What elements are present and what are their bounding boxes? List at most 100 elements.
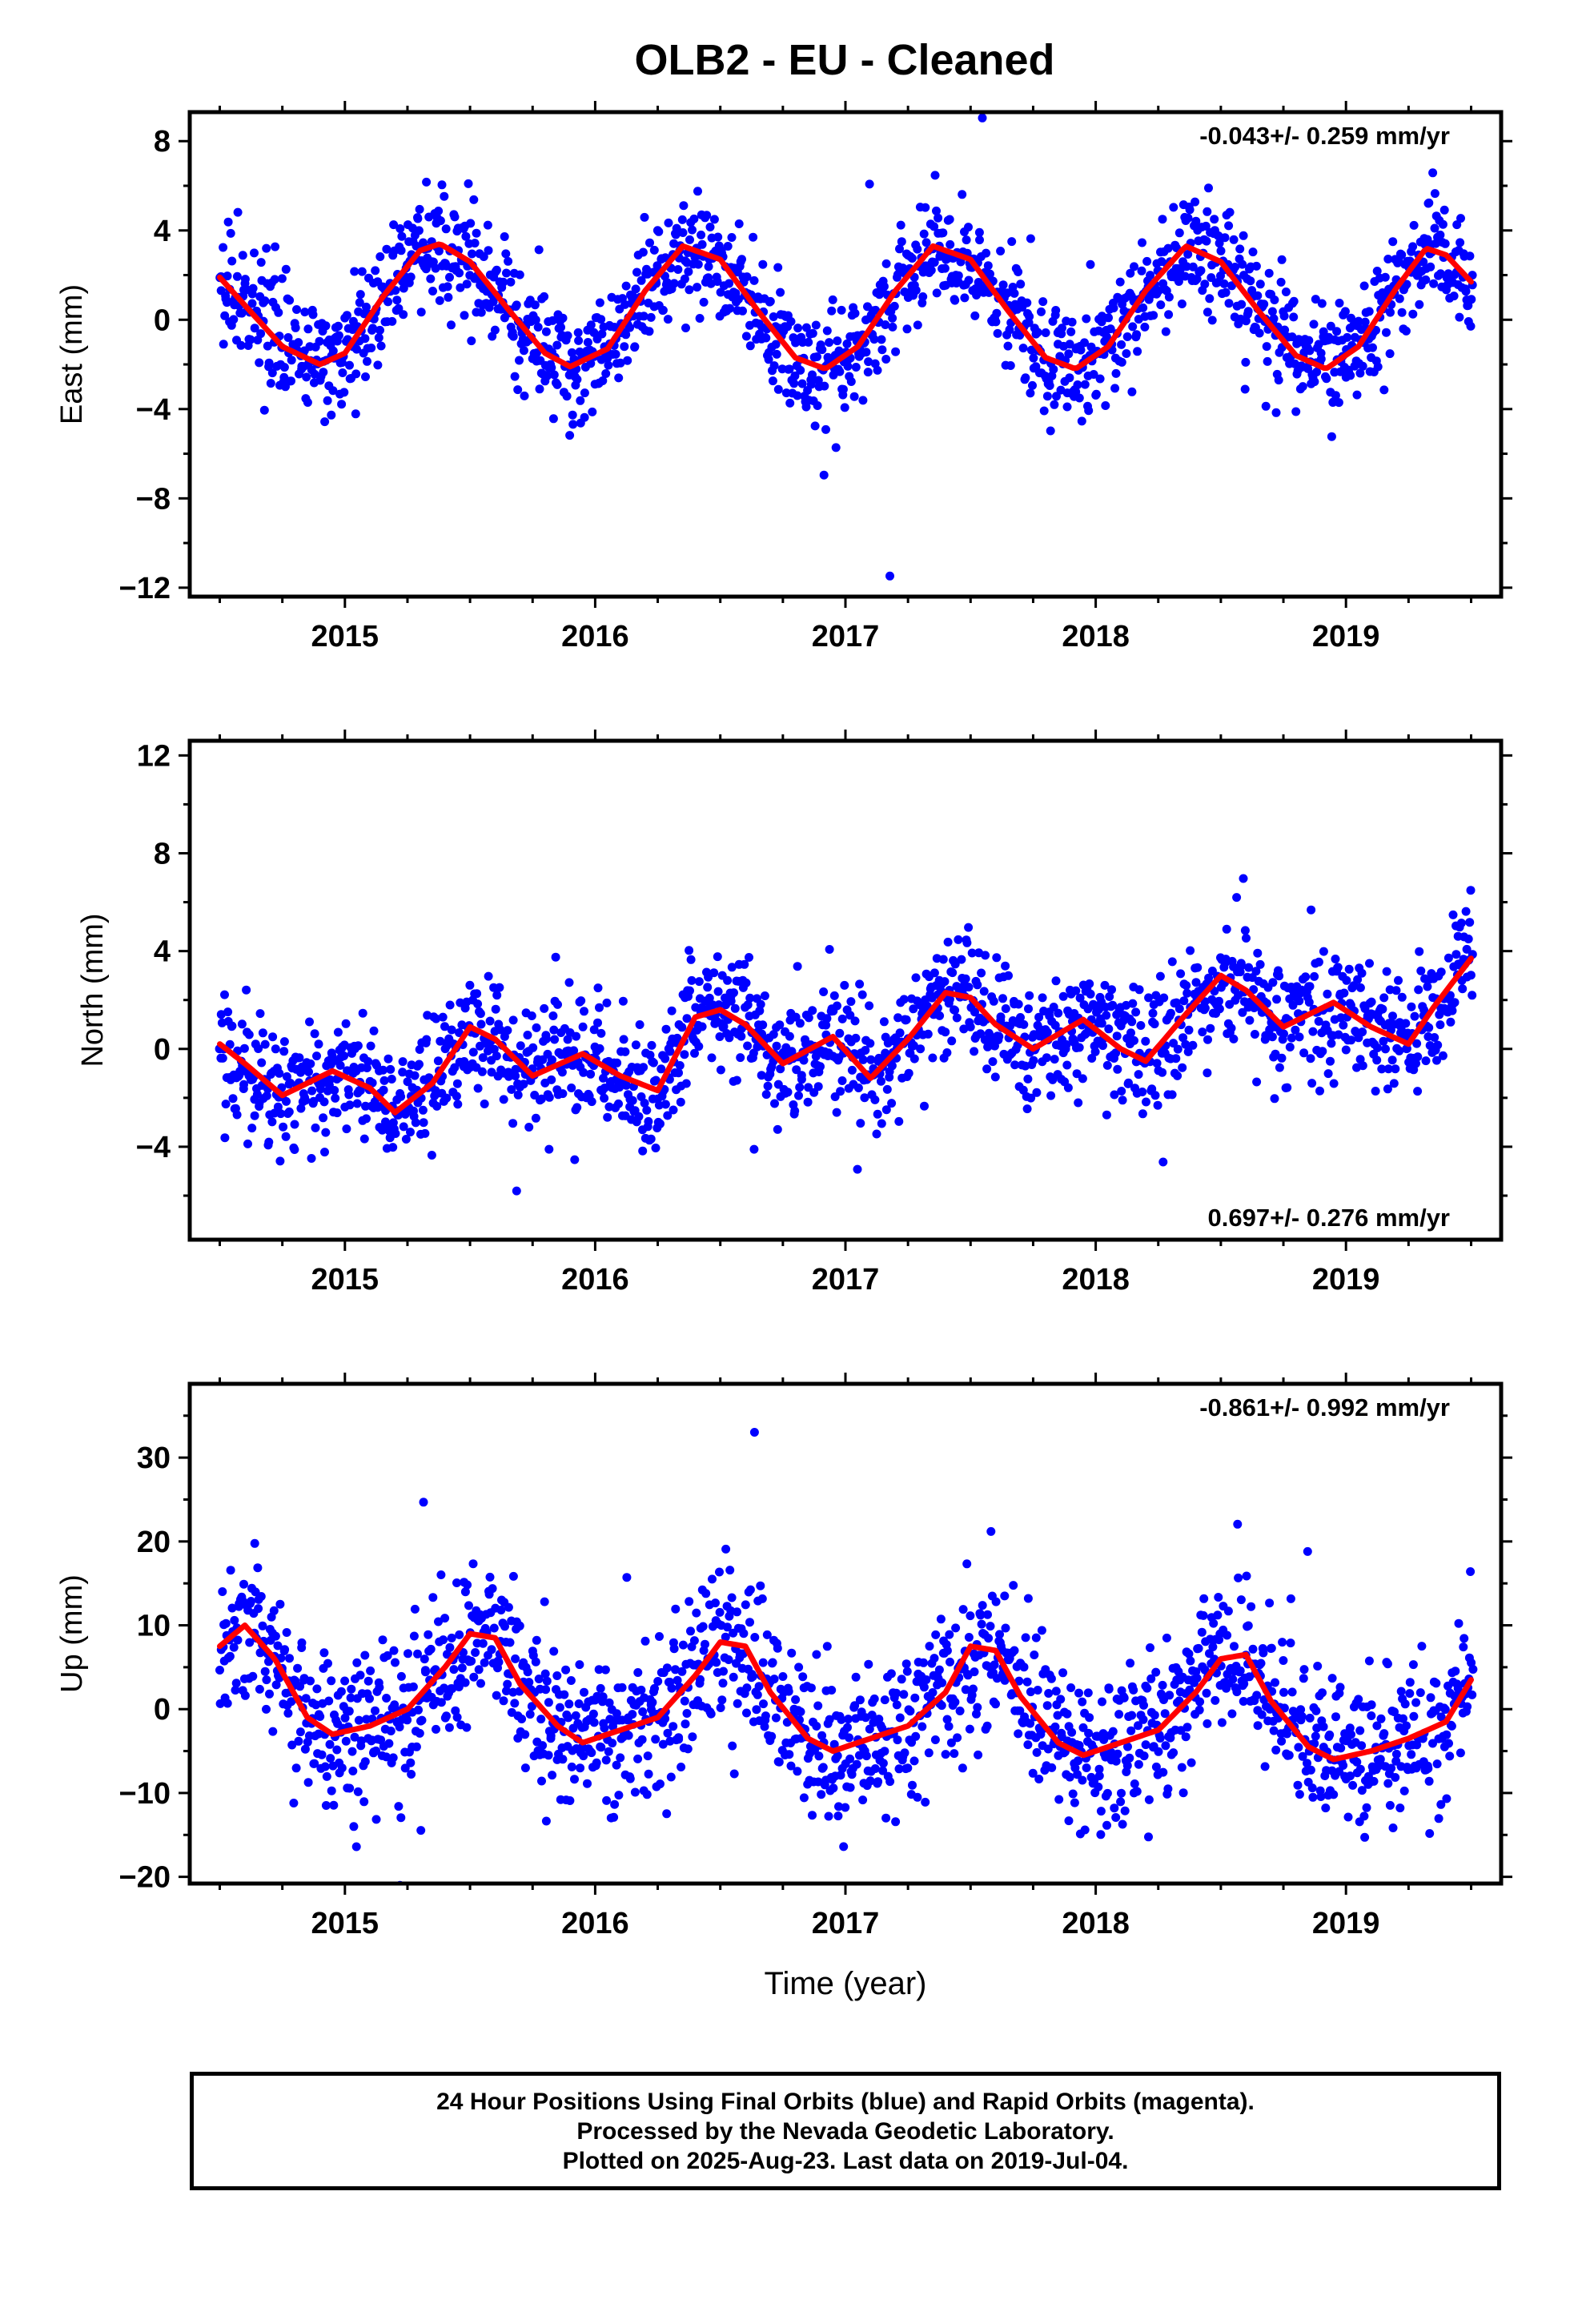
data-point	[1298, 382, 1307, 392]
data-point	[982, 1064, 992, 1074]
data-point	[1195, 1705, 1204, 1715]
data-point	[383, 1054, 393, 1063]
data-point	[845, 1733, 853, 1743]
data-point	[1440, 1705, 1450, 1715]
data-point	[415, 1059, 424, 1069]
data-point	[1358, 361, 1367, 371]
data-point	[1045, 381, 1054, 390]
data-point	[713, 952, 722, 962]
data-point	[1279, 1687, 1288, 1697]
y-tick-label: 0	[154, 304, 171, 337]
data-point	[734, 219, 744, 228]
data-point	[1102, 1820, 1111, 1830]
data-point	[870, 359, 880, 368]
data-point	[1230, 1642, 1239, 1651]
data-point	[363, 1057, 373, 1066]
data-point	[842, 339, 852, 348]
data-point	[1229, 235, 1239, 244]
data-point	[1391, 1064, 1400, 1074]
data-point	[1167, 1090, 1177, 1100]
data-point	[384, 1739, 394, 1748]
data-point	[693, 259, 703, 269]
data-point	[950, 959, 960, 969]
data-point	[798, 1672, 808, 1682]
data-point	[1084, 1728, 1094, 1738]
data-point	[919, 1683, 929, 1692]
data-point	[227, 1021, 237, 1031]
data-point	[873, 1109, 882, 1119]
data-point	[1192, 274, 1202, 283]
data-point	[1379, 1729, 1389, 1739]
data-point	[679, 201, 689, 211]
data-point	[902, 324, 912, 334]
data-point	[500, 1622, 509, 1631]
data-point	[1424, 198, 1434, 207]
data-point	[1127, 387, 1137, 396]
data-point	[1243, 1621, 1253, 1630]
data-point	[327, 1786, 336, 1795]
data-point	[1165, 1691, 1174, 1700]
data-point	[488, 1584, 497, 1594]
data-point	[382, 244, 391, 254]
data-point	[658, 305, 668, 315]
rate-label: -0.043+/- 0.259 mm/yr	[1199, 122, 1450, 150]
data-point	[367, 1078, 377, 1088]
data-point	[315, 336, 324, 346]
data-point	[828, 295, 837, 304]
data-point	[1310, 377, 1319, 387]
data-point	[913, 244, 922, 254]
data-point	[527, 1011, 536, 1020]
data-point	[287, 356, 296, 365]
y-tick-label: 8	[154, 125, 171, 159]
data-point	[310, 1759, 319, 1768]
data-point	[420, 1128, 430, 1138]
data-point	[1209, 1618, 1219, 1628]
data-point	[240, 275, 250, 284]
data-point	[808, 370, 817, 380]
data-point	[331, 1093, 340, 1103]
data-point	[1134, 1759, 1143, 1769]
data-point	[834, 1802, 843, 1811]
data-point	[717, 1695, 727, 1705]
data-point	[420, 1655, 429, 1664]
data-point	[738, 306, 747, 316]
data-point	[366, 1666, 375, 1675]
data-point	[612, 1760, 621, 1770]
data-point	[1181, 1732, 1191, 1742]
data-point	[752, 1705, 761, 1715]
data-point	[242, 985, 251, 995]
data-point	[902, 1667, 912, 1676]
data-point	[503, 1679, 512, 1689]
data-point	[630, 1787, 640, 1797]
data-point	[770, 1099, 779, 1108]
data-point	[1279, 1656, 1288, 1665]
data-point	[840, 980, 849, 990]
data-point	[1111, 368, 1121, 378]
data-point	[215, 1699, 225, 1708]
data-point	[345, 1100, 355, 1110]
data-point	[1206, 1023, 1215, 1033]
data-point	[379, 1065, 387, 1075]
data-point	[356, 1736, 366, 1746]
data-point	[1224, 221, 1234, 231]
data-point	[1396, 1687, 1406, 1696]
data-point	[1312, 1723, 1322, 1733]
data-point	[508, 1119, 518, 1128]
data-point	[392, 296, 402, 305]
data-point	[878, 1759, 888, 1768]
data-point	[706, 1709, 716, 1719]
data-point	[489, 1044, 499, 1054]
data-point	[686, 1626, 695, 1636]
data-point	[865, 1001, 874, 1011]
data-point	[1303, 1759, 1311, 1768]
data-point	[1413, 1052, 1423, 1062]
data-point	[1380, 272, 1390, 282]
data-point	[1287, 1687, 1297, 1697]
data-point	[1023, 1740, 1033, 1750]
data-point	[1009, 1581, 1018, 1590]
data-point	[727, 233, 737, 242]
data-point	[399, 283, 408, 293]
data-point	[1160, 1709, 1170, 1719]
data-point	[934, 1665, 944, 1675]
data-point	[1391, 1749, 1401, 1759]
